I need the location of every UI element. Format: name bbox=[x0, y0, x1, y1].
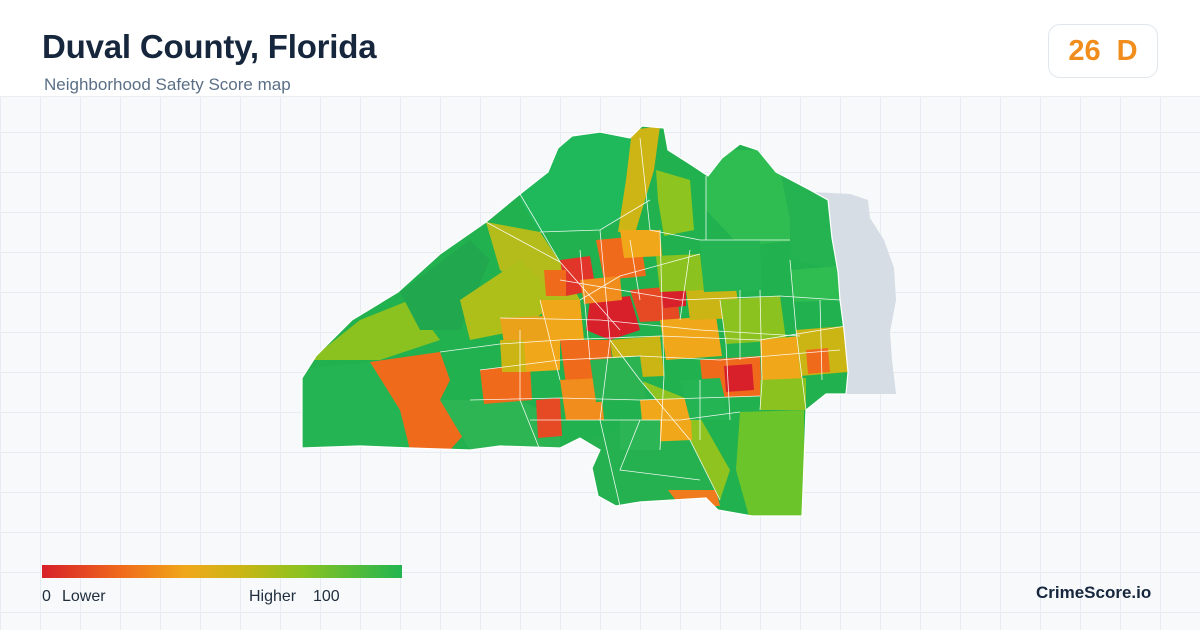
region-west-yellowgreen[interactable] bbox=[310, 300, 440, 360]
page-title: Duval County, Florida bbox=[42, 28, 377, 65]
region-north-center[interactable] bbox=[656, 170, 694, 236]
region-west-olive[interactable] bbox=[460, 260, 560, 340]
region-core-30[interactable] bbox=[656, 254, 704, 292]
region-core-28[interactable] bbox=[680, 378, 730, 420]
region-core-11[interactable] bbox=[660, 316, 722, 360]
region-core-25[interactable] bbox=[806, 348, 830, 374]
legend-high-label: Higher bbox=[249, 588, 297, 605]
region-core-22[interactable] bbox=[724, 364, 754, 392]
page-subtitle: Neighborhood Safety Score map bbox=[44, 75, 291, 94]
region-west-orange[interactable] bbox=[370, 352, 468, 450]
region-core-32[interactable] bbox=[500, 340, 526, 372]
region-west-south[interactable] bbox=[440, 400, 560, 450]
region-south-diagonal[interactable] bbox=[640, 380, 730, 500]
region-far-west[interactable] bbox=[290, 362, 412, 450]
region-core-8[interactable] bbox=[500, 316, 548, 344]
region-core-23[interactable] bbox=[760, 336, 802, 382]
region-core-33[interactable] bbox=[544, 270, 566, 296]
region-core-27[interactable] bbox=[760, 378, 806, 410]
legend-min-label: 0 bbox=[42, 588, 51, 605]
region-core-29[interactable] bbox=[620, 230, 662, 258]
legend-low-label: Lower bbox=[62, 588, 106, 605]
region-core-31[interactable] bbox=[700, 240, 762, 292]
region-north-corridor[interactable] bbox=[618, 126, 660, 232]
region-core-17[interactable] bbox=[560, 378, 604, 420]
region-core-18[interactable] bbox=[590, 356, 646, 402]
county-regions bbox=[290, 126, 848, 520]
region-southeast[interactable] bbox=[736, 410, 804, 520]
header: Duval County, Florida Neighborhood Safet… bbox=[0, 0, 1200, 97]
legend-max-label: 100 bbox=[313, 588, 340, 605]
county-outline bbox=[301, 125, 849, 517]
safety-score-badge: 26 D bbox=[1048, 24, 1158, 78]
legend-color-scale bbox=[42, 565, 402, 578]
region-core-26[interactable] bbox=[790, 266, 842, 302]
brand-logo-text[interactable]: CrimeScore.io bbox=[1036, 583, 1152, 602]
region-northeast[interactable] bbox=[706, 150, 800, 246]
safety-score-value: 26 bbox=[1068, 34, 1101, 67]
region-core-20[interactable] bbox=[620, 420, 660, 450]
region-core-7[interactable] bbox=[540, 300, 584, 342]
region-core-16[interactable] bbox=[536, 398, 562, 438]
region-core-4[interactable] bbox=[580, 276, 622, 304]
safety-score-grade: D bbox=[1116, 34, 1138, 67]
region-core-14[interactable] bbox=[480, 364, 532, 404]
region-core-13[interactable] bbox=[720, 296, 786, 344]
tract-boundaries bbox=[439, 137, 847, 507]
